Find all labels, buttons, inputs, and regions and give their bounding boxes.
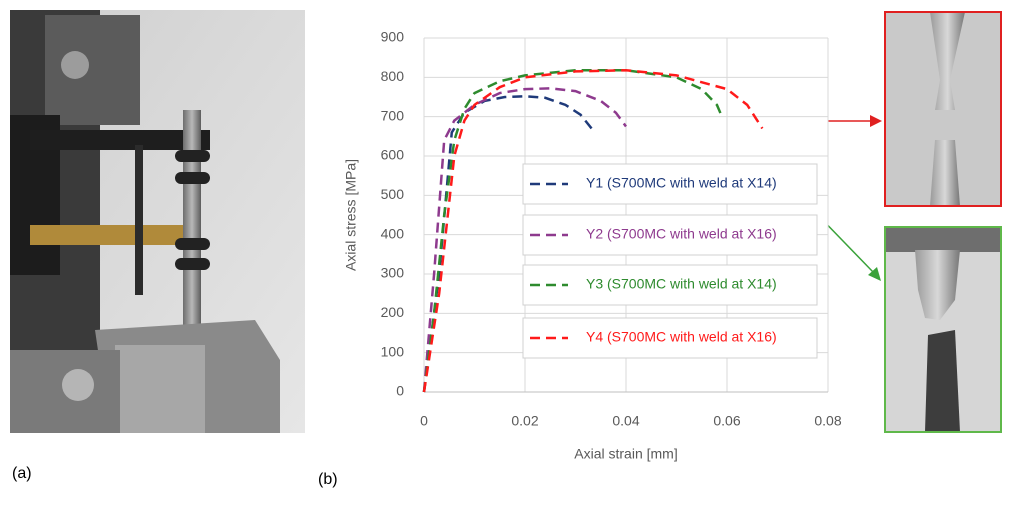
y-tick-label: 0 <box>396 383 404 399</box>
legend-entry: Y2 (S700MC with weld at X16) <box>522 214 818 256</box>
photo-fracture-green <box>884 226 1002 433</box>
y-tick-label: 500 <box>381 186 405 202</box>
data-line <box>422 87 628 393</box>
legend-label: Y2 (S700MC with weld at X16) <box>586 226 777 242</box>
data-line <box>422 69 764 393</box>
photo-fracture-red <box>884 11 1002 207</box>
panel-label: (b) <box>318 471 338 488</box>
legend-label: Y3 (S700MC with weld at X14) <box>586 276 777 292</box>
y-tick-label: 200 <box>381 304 405 320</box>
panel-label: (a) <box>12 465 32 482</box>
y-tick-label: 900 <box>381 29 405 45</box>
y-tick-label: 600 <box>381 147 405 163</box>
x-tick-label: 0.08 <box>814 413 841 429</box>
legend-entry: Y3 (S700MC with weld at X14) <box>522 264 818 306</box>
y-tick-label: 100 <box>381 343 405 359</box>
y-axis-label: Axial stress [MPa] <box>343 159 359 271</box>
chart: 0 100 200 300 400 500 600 700 800 900 0 0.02 0.04 0.0… <box>343 29 842 462</box>
legend-box <box>522 214 818 256</box>
legend-label: Y4 (S700MC with weld at X16) <box>586 329 777 345</box>
y-tick-label: 400 <box>381 225 405 241</box>
x-tick-label: 0.02 <box>511 413 538 429</box>
data-line <box>422 94 595 393</box>
photo-test-machine <box>10 10 305 433</box>
x-tick-label: 0.06 <box>713 413 740 429</box>
legend-box <box>522 264 818 306</box>
x-axis-label: Axial strain [mm] <box>574 446 677 462</box>
x-tick-label: 0 <box>420 413 428 429</box>
legend-entry: Y1 (S700MC with weld at X14) <box>522 163 818 205</box>
legend-label: Y1 (S700MC with weld at X14) <box>586 175 777 191</box>
x-tick-label: 0.04 <box>612 413 639 429</box>
y-tick-label: 700 <box>381 107 405 123</box>
legend-entry: Y4 (S700MC with weld at X16) <box>522 317 818 359</box>
legend-box <box>522 317 818 359</box>
data-line <box>422 69 724 393</box>
legend-box <box>522 163 818 205</box>
y-tick-label: 800 <box>381 68 405 84</box>
y-tick-label: 300 <box>381 265 405 281</box>
